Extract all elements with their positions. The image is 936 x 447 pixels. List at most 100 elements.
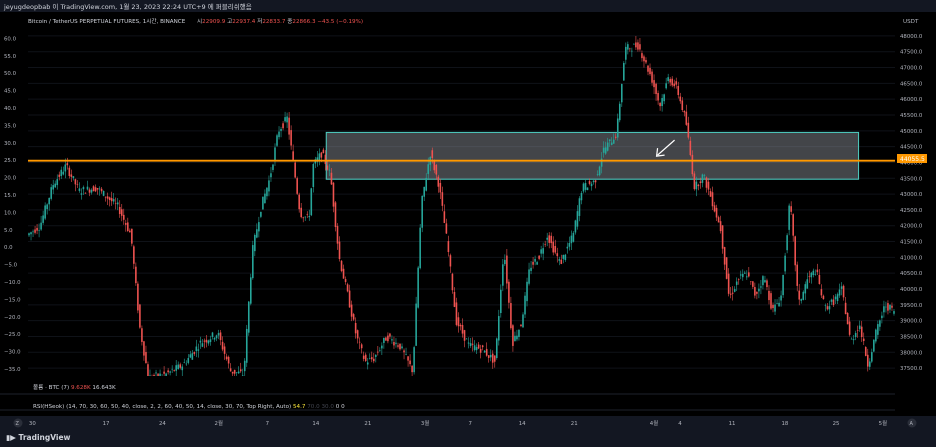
- candle-body: [129, 230, 131, 233]
- candle-body: [76, 184, 79, 185]
- candle-body: [366, 362, 369, 365]
- price-label: 44055.5: [900, 156, 925, 163]
- left-tick-label: −5.0: [4, 263, 18, 269]
- candle-body: [137, 283, 139, 311]
- rsi-legend[interactable]: RSI(HSeok) (14, 70, 30, 60, 50, 40, clos…: [33, 404, 345, 410]
- candle-body: [354, 322, 357, 334]
- ohlc-high-label: 고: [227, 18, 232, 25]
- right-tick-label: 47500.0: [900, 50, 923, 56]
- left-tick-label: −20.0: [4, 315, 21, 321]
- candle-body: [217, 333, 220, 336]
- price-zone[interactable]: [325, 131, 860, 180]
- volume-v2: 16.643K: [92, 385, 116, 391]
- candle-body: [118, 206, 121, 214]
- right-tick-label: 41500.0: [900, 240, 923, 246]
- candle-body: [443, 211, 446, 223]
- candle-body: [856, 330, 859, 331]
- candle-body: [60, 169, 63, 176]
- arrow-head: [655, 148, 665, 157]
- candle-body: [873, 339, 875, 352]
- candle-body: [522, 314, 524, 328]
- candle-body: [697, 184, 700, 187]
- time-tick-label: 18: [781, 421, 788, 427]
- candle-body: [292, 151, 294, 160]
- candle-body: [703, 175, 706, 176]
- volume-legend[interactable]: 볼륨 · BTC (7) 9.628K 16.643K: [33, 384, 116, 391]
- candle-body: [395, 342, 397, 344]
- candle-body: [471, 343, 474, 345]
- price-chart[interactable]: 60.055.050.045.040.035.030.025.020.015.0…: [0, 12, 936, 430]
- left-tick-label: 55.0: [4, 54, 17, 60]
- candle-body: [451, 273, 454, 291]
- candle-body: [610, 142, 613, 145]
- candle-body: [284, 117, 286, 122]
- candle-body: [881, 315, 883, 319]
- candle-body: [657, 93, 659, 101]
- candle-body: [782, 274, 784, 296]
- timezone-button[interactable]: [13, 418, 23, 428]
- rsi-zero-1: 0: [336, 404, 340, 410]
- candle-body: [139, 304, 141, 328]
- right-tick-label: 41000.0: [900, 255, 923, 261]
- candle-body: [862, 338, 865, 342]
- candle-body: [286, 116, 288, 123]
- left-tick-label: −30.0: [4, 350, 21, 356]
- candle-body: [387, 335, 389, 342]
- candle-body: [604, 147, 607, 154]
- candle-body: [681, 100, 684, 111]
- candle-body: [352, 314, 355, 320]
- candle-body: [260, 211, 262, 217]
- candle-body: [100, 188, 103, 192]
- candle-body: [816, 269, 819, 273]
- candle-body: [193, 352, 196, 354]
- candle-body: [155, 372, 157, 374]
- time-tick-label: 4월: [650, 419, 658, 427]
- candle-body: [247, 301, 250, 333]
- candle-body: [629, 48, 631, 50]
- candle-body: [625, 46, 627, 60]
- candle-body: [213, 337, 216, 340]
- candle-body: [576, 211, 579, 227]
- candle-body: [358, 341, 361, 343]
- candle-body: [592, 180, 595, 183]
- candle-body: [239, 369, 242, 372]
- candle-body: [679, 96, 682, 102]
- candle-body: [762, 276, 764, 286]
- candle-body: [153, 375, 155, 377]
- candle-body: [147, 364, 149, 378]
- candle-body: [502, 264, 504, 286]
- candle-body: [612, 139, 615, 144]
- candle-body: [544, 244, 546, 245]
- left-tick-label: −25.0: [4, 332, 21, 338]
- arrow-annotation[interactable]: [655, 139, 675, 157]
- time-tick-label: 3월: [421, 419, 429, 427]
- candle-body: [814, 274, 817, 275]
- candle-body: [433, 161, 436, 171]
- candle-body: [264, 193, 266, 204]
- time-tick-label: 5월: [879, 419, 887, 427]
- arrow-shaft: [657, 139, 675, 156]
- left-tick-label: 60.0: [4, 36, 17, 42]
- candle-body: [534, 258, 536, 262]
- right-tick-label: 39000.0: [900, 319, 923, 325]
- candle-body: [58, 174, 61, 177]
- candle-body: [701, 174, 704, 183]
- price-zone-rect: [325, 131, 860, 180]
- candle-body: [278, 131, 280, 138]
- candle-body: [46, 204, 48, 210]
- right-tick-label: 43500.0: [900, 176, 923, 182]
- candle-body: [550, 235, 553, 244]
- candle-body: [411, 365, 413, 373]
- candle-body: [637, 42, 639, 50]
- ohlc-high: 22937.4: [232, 19, 256, 25]
- candle-body: [572, 232, 575, 242]
- left-axis: 60.0 55.0 50.0 45.0 40.0 35.0 30.0 25.0 20.0 15.0…: [4, 36, 21, 373]
- candle-body: [598, 166, 601, 176]
- candle-body: [641, 53, 643, 59]
- auto-scale-button[interactable]: [907, 418, 917, 428]
- candle-body: [245, 328, 248, 363]
- candle-body: [294, 162, 296, 178]
- candle-body: [102, 190, 105, 196]
- candle-body: [554, 245, 557, 253]
- candle-body: [403, 350, 405, 353]
